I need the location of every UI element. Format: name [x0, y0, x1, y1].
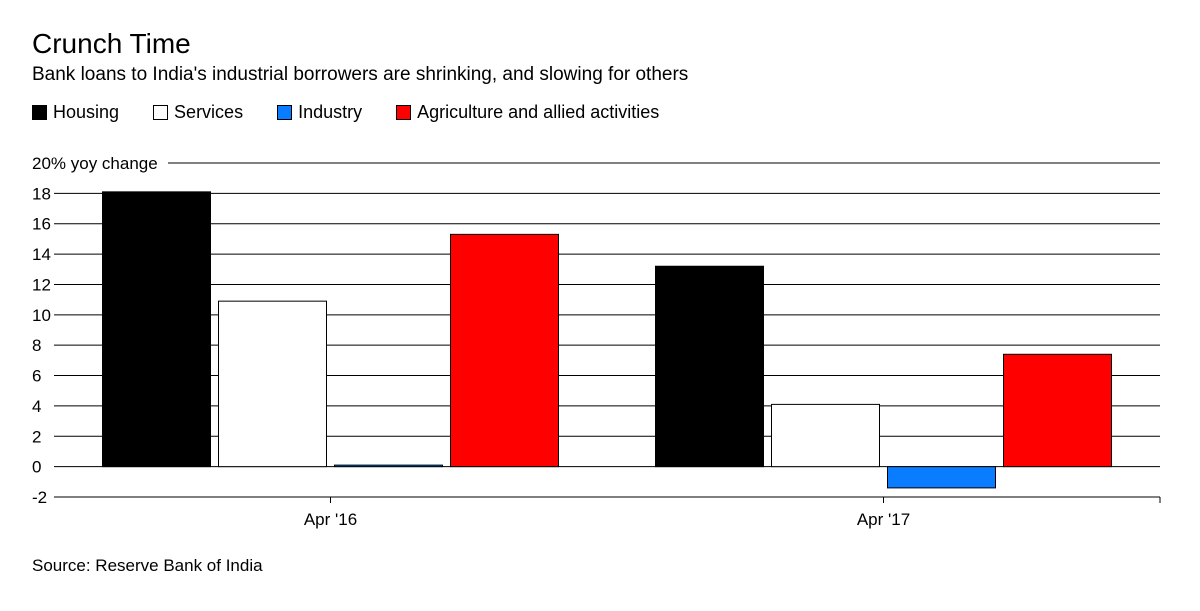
- source-note: Source: Reserve Bank of India: [32, 556, 263, 575]
- legend-item-housing: Housing: [32, 102, 119, 123]
- legend-swatch-services: [153, 105, 169, 120]
- x-tick-label: Apr '16: [304, 510, 357, 529]
- bar-industry: [334, 464, 443, 468]
- y-tick-label: 16: [32, 215, 51, 234]
- y-tick-label: 4: [32, 397, 41, 416]
- legend-label-services: Services: [174, 102, 244, 122]
- bar-agriculture: [450, 233, 559, 468]
- y-tick-label: 8: [32, 336, 41, 355]
- bar-housing: [655, 265, 764, 468]
- y-tick-label: 18: [32, 184, 51, 203]
- chart-subtitle: Bank loans to India's industrial borrowe…: [32, 64, 689, 85]
- legend-item-industry: Industry: [277, 102, 362, 123]
- legend-swatch-housing: [32, 105, 47, 120]
- legend-label-industry: Industry: [298, 102, 363, 122]
- y-tick-label: 10: [32, 306, 51, 325]
- legend-item-services: Services: [153, 102, 243, 123]
- bar-housing: [102, 191, 211, 468]
- x-tick-label: Apr '17: [857, 510, 910, 529]
- bar-services: [218, 300, 327, 468]
- y-tick-label: 14: [32, 245, 51, 264]
- y-tick-label: 2: [32, 427, 41, 446]
- legend-swatch-industry: [277, 105, 293, 120]
- legend-label-agriculture: Agriculture and allied activities: [417, 102, 660, 122]
- legend-swatch-agriculture: [396, 105, 412, 120]
- y-tick-label: -2: [32, 488, 47, 507]
- bar-agriculture: [1003, 353, 1112, 468]
- bar-services: [771, 403, 880, 468]
- bar-industry: [887, 466, 996, 489]
- legend: Housing Services Industry Agriculture an…: [32, 102, 693, 123]
- chart-title: Crunch Time: [32, 28, 191, 59]
- legend-item-agriculture: Agriculture and allied activities: [396, 102, 659, 123]
- y-tick-label: 6: [32, 367, 41, 386]
- y-tick-label: 20% yoy change: [32, 154, 158, 173]
- y-tick-label: 0: [32, 458, 41, 477]
- legend-label-housing: Housing: [53, 102, 120, 122]
- y-tick-label: 12: [32, 275, 51, 294]
